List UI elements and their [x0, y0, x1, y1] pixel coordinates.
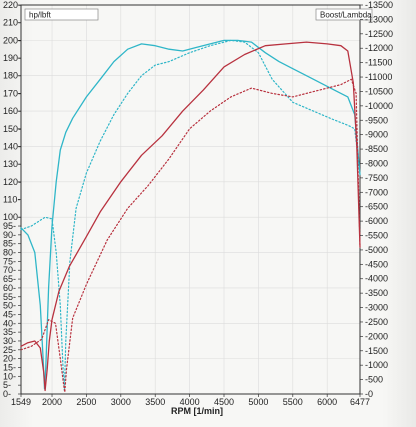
left-tick-label: 90-	[3, 230, 16, 240]
x-tick-label: 6000	[317, 397, 337, 407]
left-tick-label: 25-	[3, 345, 16, 355]
red-dotted-series-line	[20, 78, 361, 393]
left-tick-label: 10-	[3, 371, 16, 381]
left-tick-label: 45-	[3, 309, 16, 319]
left-tick-label: 180-	[3, 71, 21, 81]
right-tick-label: -7000	[365, 187, 388, 197]
left-tick-label: 70-	[3, 265, 16, 275]
grid-lines	[21, 5, 360, 394]
x-tick-label: 5000	[248, 397, 268, 407]
left-tick-label: 55-	[3, 292, 16, 302]
x-tick-label: 2000	[42, 397, 62, 407]
left-tick-label: 80-	[3, 248, 16, 258]
left-tick-label: 110-	[3, 195, 20, 205]
right-axis-ticks: -0 -500 -1000 -1500 -2000 -2500 -3000 -3500 -400…	[360, 0, 393, 399]
left-tick-label: 35-	[3, 327, 16, 337]
right-tick-label: -7500	[365, 173, 388, 183]
left-tick-label: 150-	[3, 124, 21, 134]
left-axis-ticks: 0-5-10-15-20-25-30-35-40-45-50-55-60-65-…	[3, 0, 21, 399]
left-tick-label: 120-	[3, 177, 21, 187]
left-tick-label: 0-	[3, 389, 11, 399]
x-tick-label: 4500	[214, 397, 234, 407]
red-solid-series-line	[20, 41, 361, 392]
left-tick-label: 130-	[3, 159, 21, 169]
right-tick-label: -8000	[365, 158, 388, 168]
right-tick-label: -10500	[365, 86, 393, 96]
right-tick-label: -0	[365, 389, 373, 399]
right-tick-label: -2000	[365, 331, 388, 341]
x-tick-label: 3500	[145, 397, 165, 407]
left-tick-label: 40-	[3, 318, 16, 328]
left-tick-label: 190-	[3, 53, 21, 63]
right-tick-label: -10000	[365, 101, 393, 111]
plot-frame	[20, 4, 361, 395]
left-tick-label: 5-	[3, 380, 11, 390]
left-tick-label: 170-	[3, 88, 21, 98]
left-axis-legend: hp/lbft	[24, 8, 99, 21]
left-tick-label: 50-	[3, 301, 16, 311]
left-tick-label: 160-	[3, 106, 21, 116]
right-tick-label: -5500	[365, 231, 388, 241]
right-tick-label: -6000	[365, 216, 388, 226]
x-tick-label: 5500	[283, 397, 303, 407]
x-tick-label: 6477	[350, 397, 370, 407]
x-tick-label: 2500	[76, 397, 96, 407]
right-tick-label: -1000	[365, 360, 388, 370]
right-tick-label: -13000	[365, 14, 393, 24]
right-tick-label: -4000	[365, 274, 388, 284]
right-axis-legend: Boost/Lambda	[315, 8, 373, 21]
right-tick-label: -9000	[365, 130, 388, 140]
left-tick-label: 60-	[3, 283, 16, 293]
right-tick-label: -500	[365, 375, 383, 385]
left-tick-label: 85-	[3, 239, 16, 249]
left-tick-label: 65-	[3, 274, 16, 284]
x-tick-label: 4000	[180, 397, 200, 407]
left-tick-label: 210-	[3, 18, 21, 28]
left-tick-label: 100-	[3, 212, 21, 222]
x-axis-ticks: 1549 2000 2500 3000 3500 4000 4500 5000 5500 6000…	[11, 394, 370, 407]
series-layer	[20, 39, 361, 393]
right-tick-label: -12500	[365, 29, 393, 39]
right-tick-label: -5000	[365, 245, 388, 255]
right-tick-label: -11500	[365, 58, 392, 68]
cyan-dotted-series-line	[20, 39, 361, 392]
right-tick-label: -9500	[365, 115, 388, 125]
x-axis-title: RPM [1/min]	[171, 406, 223, 416]
left-axis-title: hp/lbft	[29, 11, 52, 20]
x-tick-label: 1549	[11, 397, 31, 407]
cyan-solid-series-line	[20, 39, 361, 390]
left-tick-label: 75-	[3, 256, 16, 266]
right-tick-label: -4500	[365, 259, 388, 269]
right-tick-label: -2500	[365, 317, 388, 327]
right-tick-label: -3500	[365, 288, 388, 298]
left-tick-label: 30-	[3, 336, 16, 346]
right-tick-label: -3000	[365, 303, 388, 313]
right-tick-label: -12000	[365, 43, 393, 53]
right-tick-label: -6500	[365, 202, 388, 212]
left-tick-label: 200-	[3, 35, 21, 45]
left-tick-label: 15-	[3, 362, 16, 372]
left-tick-label: 220-	[3, 0, 21, 10]
right-tick-label: -1500	[365, 346, 388, 356]
right-tick-label: -11000	[365, 72, 392, 82]
right-tick-label: -8500	[365, 144, 388, 154]
x-tick-label: 3000	[111, 397, 131, 407]
right-tick-label: -13500	[365, 0, 393, 10]
left-tick-label: 95-	[3, 221, 16, 231]
left-tick-label: 140-	[3, 141, 21, 151]
right-axis-title: Boost/Lambda	[320, 11, 372, 20]
left-tick-label: 20-	[3, 354, 16, 364]
